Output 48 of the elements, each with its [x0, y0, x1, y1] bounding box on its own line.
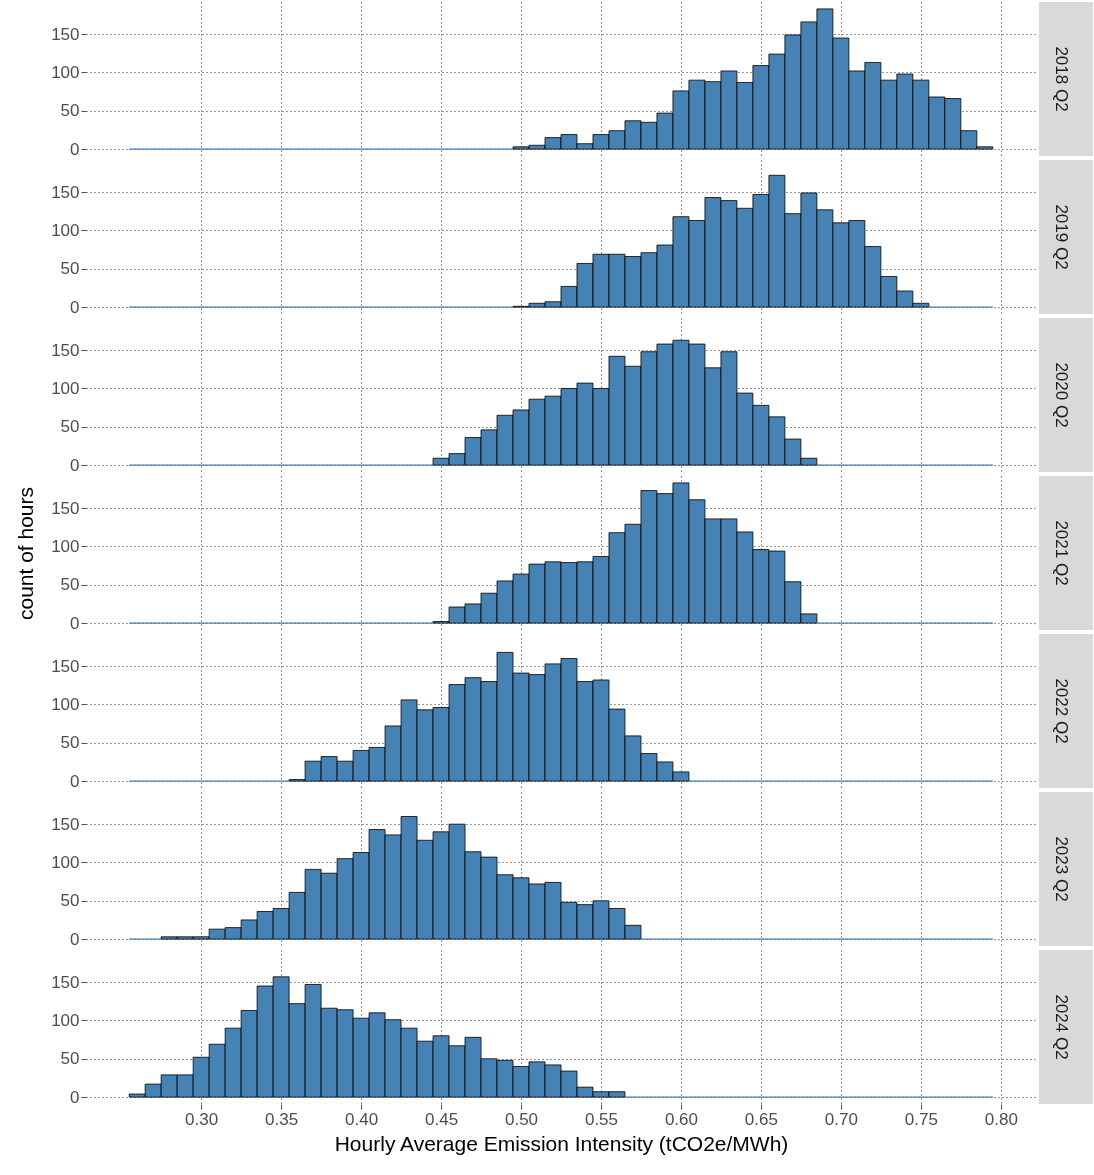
- x-tick-label: 0.35: [265, 1109, 299, 1129]
- y-tick-label: 0: [70, 1087, 80, 1107]
- x-tick-label: 0.30: [185, 1109, 219, 1129]
- y-tick-label: 100: [51, 62, 80, 82]
- y-tick-label: 0: [70, 929, 80, 949]
- y-tick-label: 150: [51, 182, 80, 202]
- y-tick-label: 100: [51, 378, 80, 398]
- x-tick-label: 0.75: [904, 1109, 938, 1129]
- x-tick-label: 0.70: [824, 1109, 858, 1129]
- y-tick-label: 50: [60, 575, 80, 595]
- x-tick-label: 0.60: [664, 1109, 698, 1129]
- y-tick-label: 150: [51, 814, 80, 834]
- text: 2022 Q2: [1052, 678, 1071, 744]
- text: 2020 Q2: [1052, 362, 1071, 428]
- text: 2019 Q2: [1052, 204, 1071, 270]
- x-tick-label: 0.80: [984, 1109, 1018, 1129]
- y-axis-title: count of hours: [13, 486, 37, 621]
- y-tick-label: 0: [70, 297, 80, 317]
- y-tick-label: 0: [70, 771, 80, 791]
- text: 2023 Q2: [1052, 836, 1071, 902]
- y-tick-label: 50: [60, 417, 80, 437]
- x-tick-label: 0.55: [584, 1109, 619, 1129]
- y-tick-label: 100: [51, 220, 80, 240]
- y-tick-label: 150: [51, 972, 80, 992]
- y-tick-label: 0: [70, 139, 80, 159]
- y-tick-label: 0: [70, 613, 80, 633]
- y-tick-label: 150: [51, 498, 80, 518]
- text: 2024 Q2: [1052, 994, 1071, 1060]
- y-tick-label: 100: [51, 852, 80, 872]
- y-tick-label: 0: [70, 455, 80, 475]
- text: 2018 Q2: [1052, 46, 1071, 112]
- y-tick-label: 50: [60, 259, 80, 279]
- x-axis-title: Hourly Average Emission Intensity (tCO2e/MWh): [334, 1131, 789, 1155]
- y-tick-label: 100: [51, 1010, 80, 1030]
- y-tick-label: 150: [51, 340, 80, 360]
- x-tick-label: 0.65: [744, 1109, 778, 1129]
- y-tick-label: 100: [51, 694, 80, 714]
- y-tick-label: 100: [51, 536, 80, 556]
- y-tick-label: 150: [51, 24, 80, 44]
- text: 2021 Q2: [1052, 520, 1071, 586]
- x-tick-label: 0.40: [345, 1109, 379, 1129]
- y-tick-label: 50: [60, 891, 80, 911]
- y-tick-label: 50: [60, 733, 80, 753]
- y-tick-label: 50: [60, 1049, 80, 1069]
- y-tick-label: 50: [60, 101, 80, 121]
- x-tick-label: 0.50: [504, 1109, 539, 1129]
- y-tick-label: 150: [51, 656, 80, 676]
- x-tick-label: 0.45: [425, 1109, 459, 1129]
